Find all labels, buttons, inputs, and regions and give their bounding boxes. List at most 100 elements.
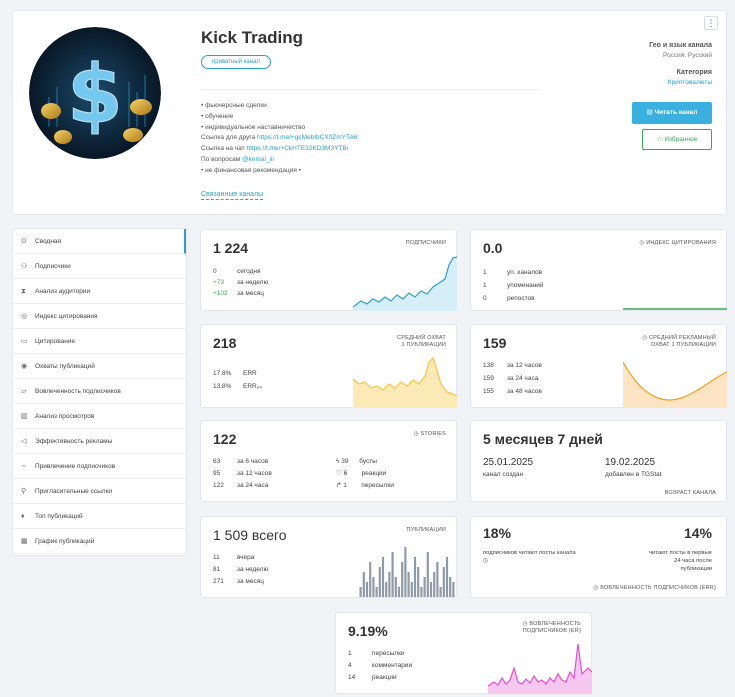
chat-link[interactable]: https://t.me/+CkHTE32KD3M3YTBi [246, 145, 349, 153]
sidebar-item[interactable]: ⊙ Сводная [13, 229, 186, 254]
posts-bar [442, 567, 445, 597]
reach-icon: ◉ [21, 363, 28, 370]
posts-bar [429, 582, 433, 597]
category-value[interactable]: Криптовалюты [667, 79, 712, 86]
channel-description: • фьючерсные сделки • обучение • индивид… [201, 101, 357, 177]
posts-bar [381, 557, 385, 597]
posts-bar [388, 572, 391, 597]
favorite-button[interactable]: ☆ Избранное [642, 129, 712, 150]
sidebar-item-label: Подписчики [35, 263, 71, 270]
ad-reach-card[interactable]: 159 ◷ средний рекламный охват 1 публикаци… [470, 324, 727, 408]
stat-row: +73 за неделю [213, 277, 268, 288]
contact-label: По вопросам [201, 155, 241, 163]
views-icon: ▥ [21, 413, 28, 420]
private-badge[interactable]: приватный канал [201, 55, 271, 69]
sidebar-item-label: График публикаций [35, 538, 95, 545]
stat-text: за 12 часов [507, 362, 542, 369]
stat-number: 63 [213, 458, 221, 465]
posts-bar [397, 587, 401, 597]
stat-text: бусты [359, 458, 377, 465]
posts-bar [404, 547, 407, 597]
stat-text: пересылки [361, 482, 394, 489]
sidebar-item[interactable]: ⚇ Подписчики [13, 254, 186, 279]
stat-row: 0 сегодня [213, 266, 268, 277]
sidebar-item[interactable]: ▱ Вовлеченность подписчиков [13, 379, 186, 404]
geo-header: Гео и язык канала [649, 42, 712, 49]
stat-number: 0 [213, 268, 217, 275]
sidebar-item-label: Анализ аудитории [35, 288, 91, 295]
stat-number: 4 [348, 662, 352, 669]
stat-row: 1 упоминаний [483, 279, 544, 292]
sidebar-item[interactable]: ⚲ Пригласительные ссылки [13, 479, 186, 504]
related-channels-link[interactable]: Связанные каналы [201, 191, 264, 200]
added-label: добавлен в TGStat [605, 471, 662, 478]
stat-row: 1 пересылки [348, 648, 412, 660]
read-channel-button[interactable]: ▤ Читать канал [632, 102, 712, 124]
boost-icon: ϟ [336, 458, 342, 465]
sidebar-item-label: Эффективность рекламы [35, 438, 113, 445]
sidebar-item[interactable]: ◎ Индекс цитирования [13, 304, 186, 329]
posts-bar [359, 587, 362, 597]
stat-text: пересылки [372, 650, 405, 657]
sidebar-item[interactable]: ∼ Привлечение подписчиков [13, 454, 186, 479]
posts-bar [372, 577, 375, 597]
reach-value: 218 [213, 335, 237, 351]
star-icon: ☆ [656, 136, 665, 143]
stat-row: +102 за месяц [213, 288, 268, 299]
sidebar-item[interactable]: ◉ Охваты публикаций [13, 354, 186, 379]
stat-number: 138 [483, 362, 494, 369]
sidebar-item-label: Топ публикаций [35, 513, 83, 520]
stat-text: за неделю [237, 566, 269, 573]
friend-link[interactable]: https://t.me/+gcMebIbCX0ZmYTA6 [256, 134, 358, 142]
stories-value: 122 [213, 431, 237, 447]
sidebar-item[interactable]: ♦ Топ публикаций [13, 504, 186, 529]
citation-value: 0.0 [483, 240, 503, 256]
posts-value: 1 509 всего [213, 527, 287, 543]
sidebar-item[interactable]: ▭ Цитирование [13, 329, 186, 354]
sidebar-item[interactable]: ▥ Анализ просмотров [13, 404, 186, 429]
sidebar-item[interactable]: ⧗ Анализ аудитории [13, 279, 186, 304]
reach-card[interactable]: 218 средний охват 1 публикации 17.8% ERR 1… [200, 324, 457, 408]
posts-bar [410, 582, 413, 597]
stat-text: репостов [507, 295, 535, 302]
stat-row: 11 вчера [213, 552, 268, 564]
reach-sparkline [353, 356, 457, 408]
channel-age-card[interactable]: 5 месяцев 7 дней 25.01.2025 канал создан… [470, 420, 727, 502]
engagement-left-value: 18% [483, 525, 512, 541]
sidebar-item[interactable]: ▦ График публикаций [13, 529, 186, 554]
posts-bar [407, 572, 410, 597]
disclaimer: • не финансовая рекомендация • [201, 166, 301, 174]
ad-reach-curve [623, 361, 727, 408]
citation-card[interactable]: 0.0 ◷ индекс цитирования 1 уп. каналов 1 у… [470, 229, 727, 311]
engagement-card[interactable]: 18% подписчиков читают посты канала ◷ 14… [470, 516, 727, 598]
posts-bar [365, 582, 369, 597]
sidebar-item-label: Охваты публикаций [35, 363, 95, 370]
subscribers-card[interactable]: 1 224 подписчики 0 сегодня +73 за неделю +… [200, 229, 457, 311]
chat-link-label: Ссылка на чат [201, 145, 245, 153]
posts-bar-chart [359, 547, 455, 597]
citation-label: ◷ индекс цитирования [639, 240, 716, 246]
like-icon: ♡ [336, 470, 344, 477]
stories-card[interactable]: 122 ◷ stories 63 за 6 часов 95 за 12 часов… [200, 420, 457, 502]
reach-label: средний охват 1 публикации [397, 335, 446, 348]
quote-icon: ▭ [21, 338, 28, 345]
posts-bar [401, 562, 404, 597]
stat-row: 13.8% ERR₂₄ [213, 380, 262, 393]
sidebar-item[interactable]: ◁ Эффективность рекламы [13, 429, 186, 454]
favorite-label: Избранное [664, 136, 698, 143]
posts-card[interactable]: 1 509 всего публикации 11 вчера 81 за неде… [200, 516, 457, 598]
engagement-left-label: подписчиков читают посты канала ◷ [483, 550, 576, 564]
sidebar-item-label: Анализ просмотров [35, 413, 95, 420]
contact-link[interactable]: @kemal_iii [241, 155, 274, 163]
posts-bar [433, 572, 436, 597]
posts-bar [423, 577, 426, 597]
stat-number: 1 [343, 482, 347, 489]
stat-number: 1 [483, 282, 487, 289]
sidebar-item-label: Индекс цитирования [35, 313, 98, 320]
er-card[interactable]: 9.19% ◷ вовлеченность подписчиков (ER) 1 п… [335, 612, 592, 694]
more-menu-icon[interactable]: ⋮ [704, 16, 718, 30]
created-date: 25.01.2025 [483, 457, 534, 468]
posts-bar [413, 557, 417, 597]
stat-number: 11 [213, 554, 220, 561]
posts-bar [420, 587, 423, 597]
